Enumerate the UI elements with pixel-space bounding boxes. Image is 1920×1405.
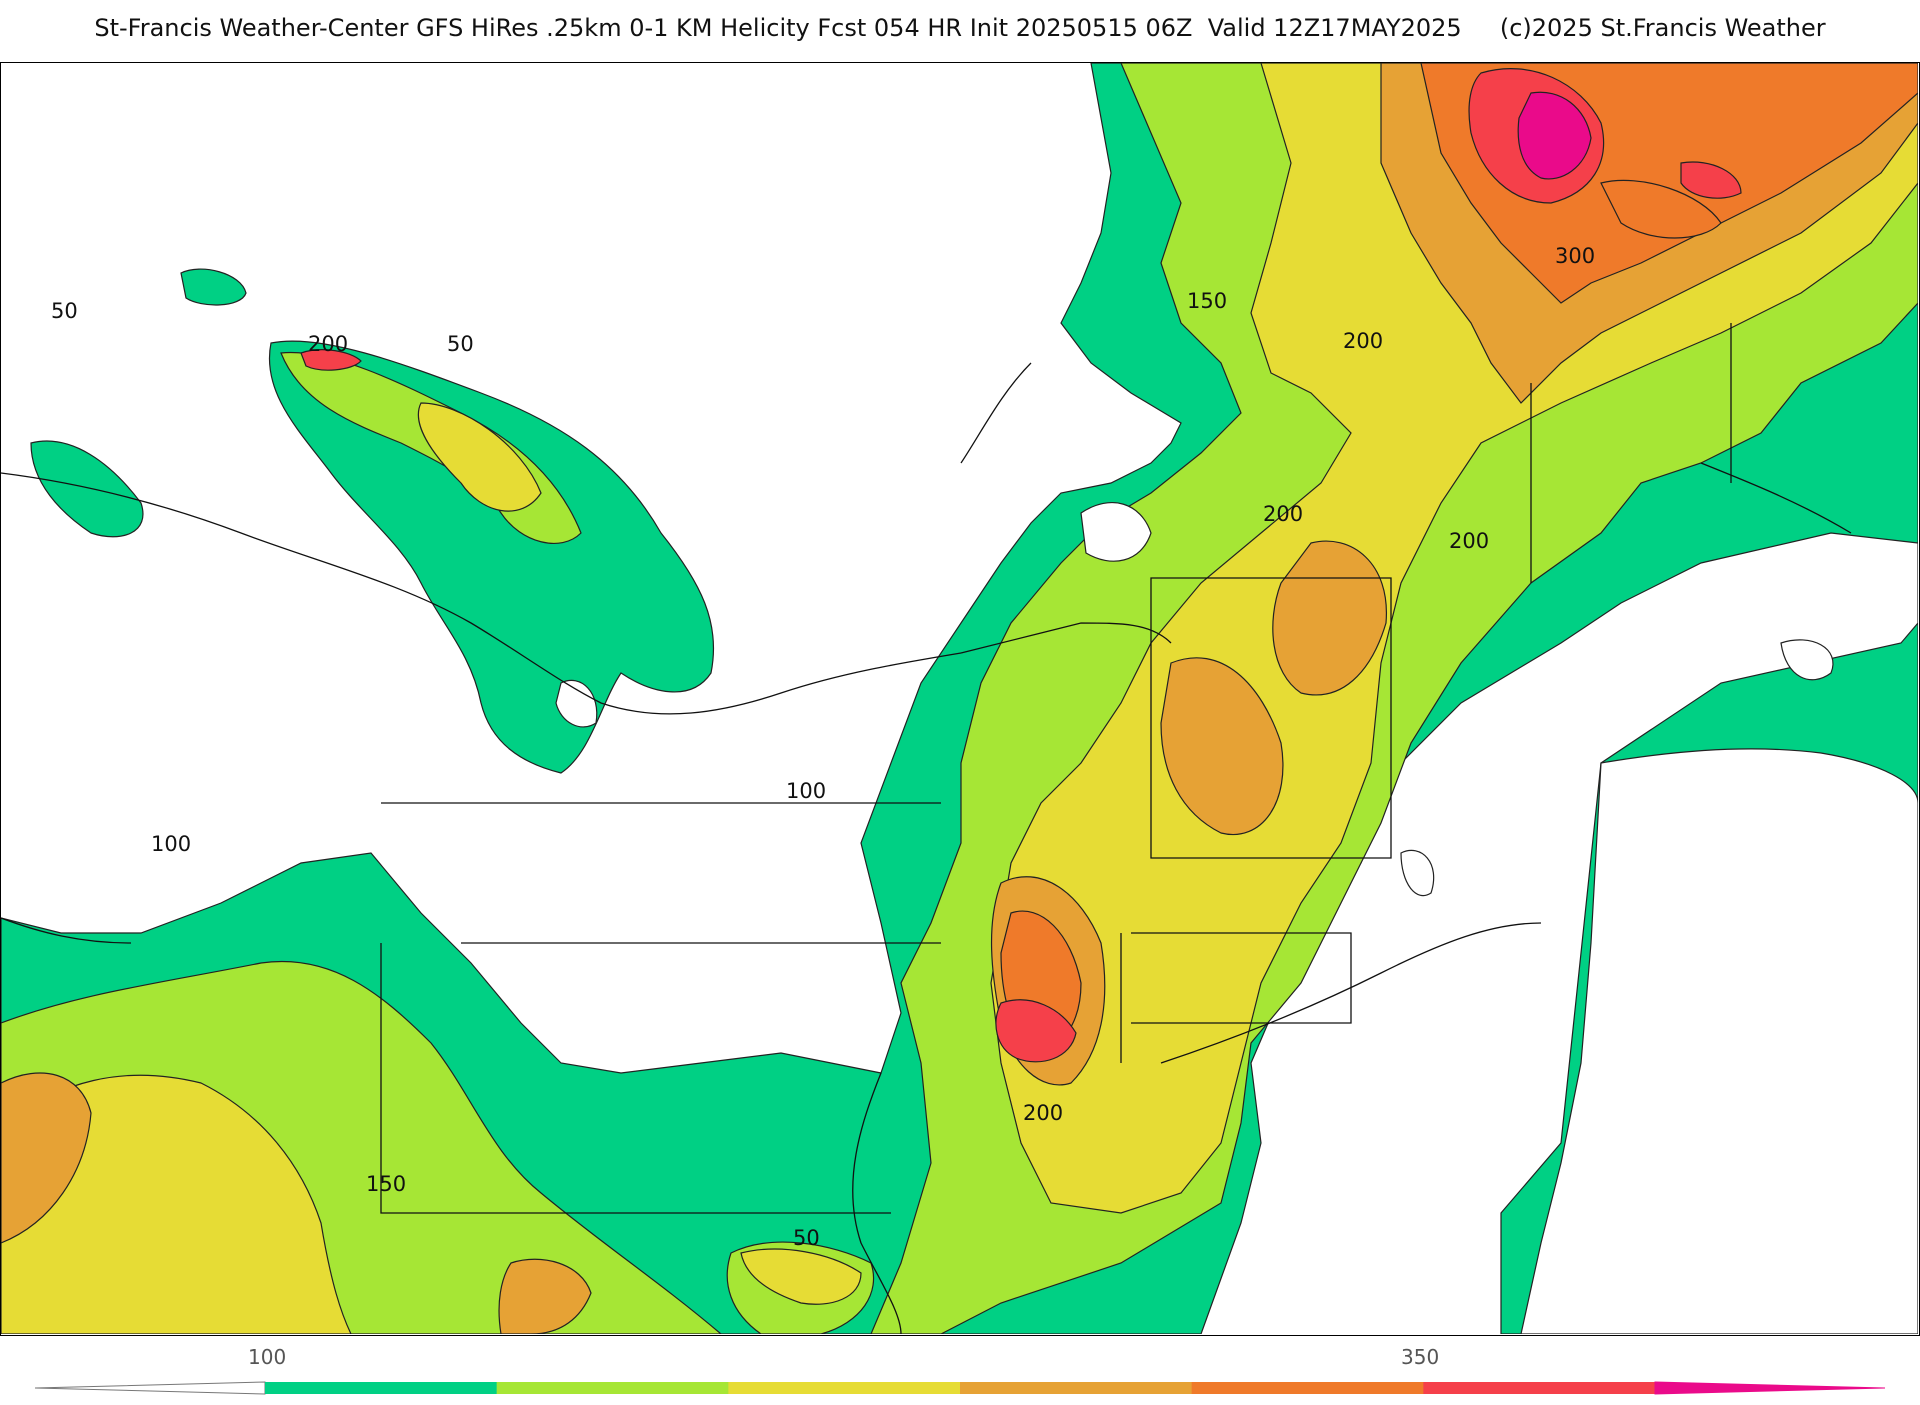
coastlines-and-borders xyxy=(1,323,1852,1334)
contour-label: 100 xyxy=(786,779,826,803)
colorbar-segment xyxy=(728,1382,961,1394)
contour-label: 150 xyxy=(366,1172,406,1196)
colorbar-tick: 100 xyxy=(248,1345,286,1369)
helicity-map: 50 200 50 150 200 300 200 200 100 100 20… xyxy=(0,62,1920,1336)
colorbar-segment xyxy=(265,1382,498,1394)
contour-label: 50 xyxy=(447,332,474,356)
colorbar-low-extension xyxy=(34,1381,266,1395)
contour-label: 150 xyxy=(1187,289,1227,313)
contour-label: 200 xyxy=(1263,502,1303,526)
colorbar-segment xyxy=(1191,1382,1424,1394)
map-title: St-Francis Weather-Center GFS HiRes .25k… xyxy=(94,14,1826,42)
colorbar-segment xyxy=(496,1382,729,1394)
color-legend: 100 350 xyxy=(0,1340,1920,1400)
contour-label: 200 xyxy=(308,332,348,356)
colorbar-tick: 350 xyxy=(1401,1345,1439,1369)
contour-label: 50 xyxy=(793,1226,820,1250)
colorbar-segment xyxy=(960,1382,1193,1394)
contour-labels: 50 200 50 150 200 300 200 200 100 100 20… xyxy=(51,244,1595,1250)
contour-label: 100 xyxy=(151,832,191,856)
contour-label: 50 xyxy=(51,299,78,323)
colorbar-segment xyxy=(1423,1382,1656,1394)
contour-label: 300 xyxy=(1555,244,1595,268)
contour-label: 200 xyxy=(1343,329,1383,353)
helicity-band-200-250 xyxy=(1,63,1918,1334)
helicity-band-400-plus xyxy=(1517,91,1592,180)
no-fill-areas xyxy=(555,502,1918,1334)
colorbar-high-extension xyxy=(1654,1381,1886,1395)
contour-label: 200 xyxy=(1023,1101,1063,1125)
contour-label: 200 xyxy=(1449,529,1489,553)
